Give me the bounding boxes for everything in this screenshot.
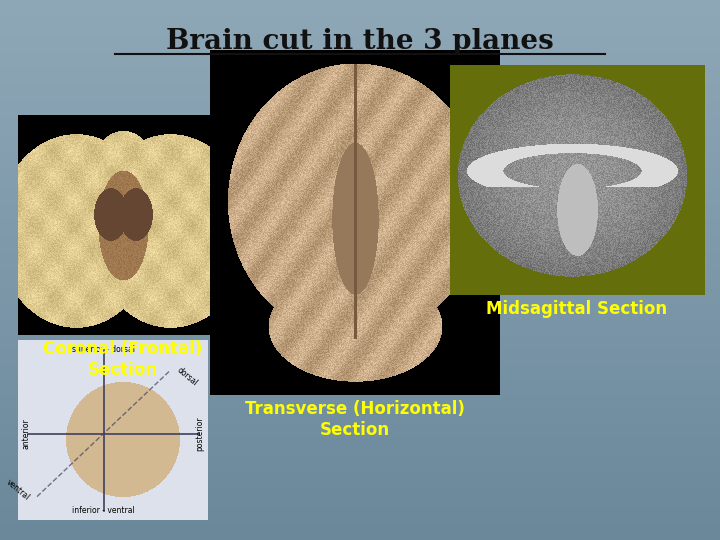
Text: ventral: ventral — [4, 477, 31, 502]
Text: Coronal (Frontal)
Section: Coronal (Frontal) Section — [43, 340, 203, 379]
Text: Transverse (Horizontal)
Section: Transverse (Horizontal) Section — [245, 400, 465, 439]
Text: superior - dorsal: superior - dorsal — [72, 346, 135, 354]
Text: inferior - ventral: inferior - ventral — [72, 505, 135, 515]
Text: anterior: anterior — [22, 418, 31, 449]
Text: Midsagittal Section: Midsagittal Section — [487, 300, 667, 318]
Text: dorsal: dorsal — [176, 365, 199, 387]
Text: Brain cut in the 3 planes: Brain cut in the 3 planes — [166, 28, 554, 55]
Text: posterior: posterior — [195, 416, 204, 451]
